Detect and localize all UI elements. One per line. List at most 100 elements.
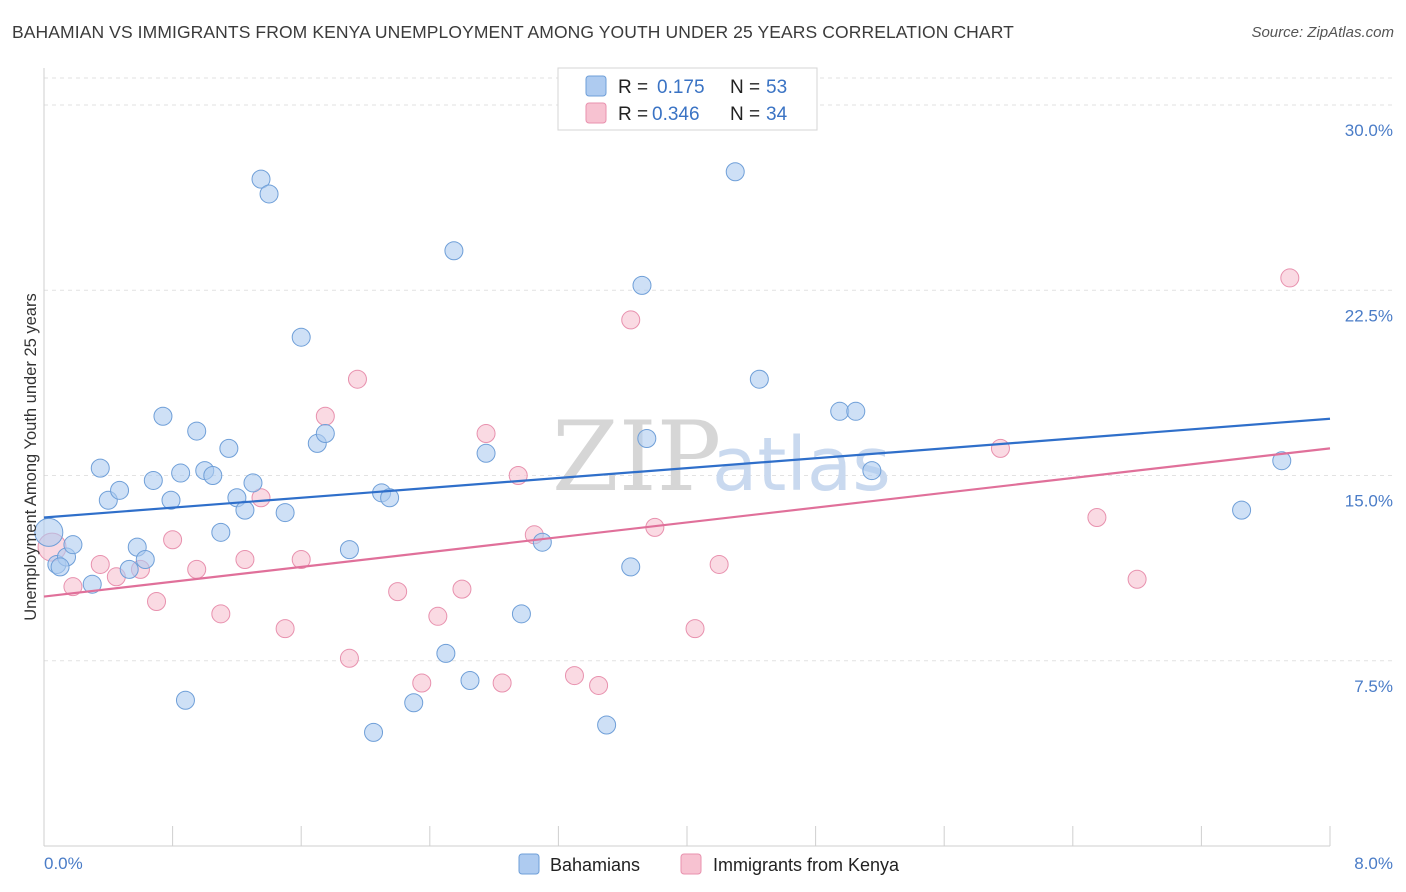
bahamians-point-36	[444, 241, 464, 261]
y-tick-label-0: 7.5%	[1354, 677, 1393, 696]
legend-swatch-blue	[585, 75, 607, 97]
kenya-point-31	[1087, 508, 1107, 528]
bahamians-point-38	[476, 443, 496, 463]
bahamians-point-20	[219, 438, 239, 458]
bahamians-point-14	[171, 463, 191, 483]
legend-r-label-blue: R =	[618, 77, 648, 98]
bahamians-point-19	[211, 522, 231, 542]
bahamians-point-47	[830, 401, 850, 421]
bahamians-point-48	[846, 401, 866, 421]
legend-bottom: Bahamians Immigrants from Kenya	[518, 853, 900, 875]
bahamians-point-52	[50, 557, 70, 577]
legend-bottom-swatch-kenya	[680, 853, 702, 875]
kenya-point-24	[564, 666, 584, 686]
bahamians-point-18	[203, 466, 223, 486]
legend-bottom-label-bahamians: Bahamians	[550, 855, 640, 875]
bahamians-point-50	[1232, 500, 1252, 520]
bahamians-point-42	[621, 557, 641, 577]
chart-title: BAHAMIAN VS IMMIGRANTS FROM KENYA UNEMPL…	[12, 22, 1014, 42]
bahamians-point-24	[251, 169, 271, 189]
y-tick-label-3: 30.0%	[1345, 121, 1393, 140]
legend-bottom-label-kenya: Immigrants from Kenya	[713, 855, 900, 875]
bahamians-point-46	[749, 369, 769, 389]
bahamians-point-23	[243, 473, 263, 493]
kenya-point-12	[291, 549, 311, 569]
bahamians-point-8	[119, 559, 139, 579]
bahamians-point-41	[597, 715, 617, 735]
bahamians-point-7	[110, 480, 130, 500]
kenya-point-2	[90, 554, 110, 574]
source-credit: Source: ZipAtlas.com	[1251, 24, 1394, 41]
kenya-point-18	[428, 606, 448, 626]
bahamians-point-26	[275, 503, 295, 523]
bahamians-point-31	[364, 722, 384, 742]
x-tick-label-max: 8.0%	[1354, 854, 1393, 873]
bahamians-point-33	[380, 488, 400, 508]
bahamians-point-25	[259, 184, 279, 204]
bahamians-point-44	[637, 428, 657, 448]
legend-n-value-pink: 34	[766, 104, 788, 125]
legend-r-label-pink: R =	[618, 104, 648, 125]
legend-n-value-blue: 53	[766, 77, 787, 98]
kenya-point-20	[476, 424, 496, 444]
bahamians-point-15	[175, 690, 195, 710]
kenya-point-6	[163, 530, 183, 550]
legend-bottom-swatch-bahamians	[518, 853, 540, 875]
kenya-point-25	[589, 675, 609, 695]
bahamians-point-35	[436, 643, 456, 663]
y-axis-label: Unemployment Among Youth under 25 years	[22, 293, 40, 620]
bahamians-point-16	[187, 421, 207, 441]
kenya-point-13	[315, 406, 335, 426]
bahamians-point-13	[161, 490, 181, 510]
kenya-point-1	[63, 577, 83, 597]
bahamians-point-40	[532, 532, 552, 552]
legend-n-label-pink: N =	[730, 104, 760, 125]
bahamians-point-39	[511, 604, 531, 624]
kenya-point-15	[347, 369, 367, 389]
y-tick-label-2: 22.5%	[1345, 306, 1393, 325]
bahamians-point-4	[82, 574, 102, 594]
bahamians-trend-line	[43, 417, 1331, 519]
bahamians-point-37	[460, 671, 480, 691]
bahamians-point-12	[153, 406, 173, 426]
kenya-point-33	[1280, 268, 1300, 288]
bahamians-point-0	[34, 517, 64, 547]
series-bahamians-points	[34, 162, 1292, 742]
kenya-point-8	[211, 604, 231, 624]
kenya-point-21	[492, 673, 512, 693]
y-ticks: 7.5% 15.0% 22.5% 30.0%	[1345, 121, 1393, 696]
bahamians-point-5	[90, 458, 110, 478]
kenya-point-19	[452, 579, 472, 599]
kenya-point-29	[709, 554, 729, 574]
bahamians-point-10	[135, 549, 155, 569]
kenya-point-9	[235, 549, 255, 569]
legend-r-value-pink: 0.346	[652, 104, 700, 125]
trend-lines	[43, 417, 1331, 598]
kenya-point-30	[990, 438, 1010, 458]
bahamians-point-3	[63, 535, 83, 555]
bahamians-point-22	[235, 500, 255, 520]
bahamians-point-45	[725, 162, 745, 182]
bahamians-point-29	[315, 424, 335, 444]
legend-r-value-blue: 0.175	[657, 77, 705, 98]
kenya-point-26	[621, 310, 641, 330]
kenya-point-11	[275, 619, 295, 639]
bahamians-point-11	[143, 470, 163, 490]
bahamians-point-43	[632, 275, 652, 295]
y-tick-label-1: 15.0%	[1345, 492, 1393, 511]
kenya-point-32	[1127, 569, 1147, 589]
kenya-point-14	[339, 648, 359, 668]
bahamians-point-34	[404, 693, 424, 713]
bahamians-point-51	[1272, 451, 1292, 471]
kenya-point-7	[187, 559, 207, 579]
bahamians-point-30	[339, 540, 359, 560]
kenya-point-28	[685, 619, 705, 639]
kenya-trend-line	[43, 447, 1331, 598]
watermark-zip: ZIP	[552, 401, 721, 513]
legend-n-label-blue: N =	[730, 77, 760, 98]
legend-top: R = 0.175 N = 53 R = 0.346 N = 34	[557, 67, 818, 131]
x-ticks	[43, 826, 1331, 846]
legend-swatch-pink	[585, 102, 607, 124]
bahamians-point-27	[291, 327, 311, 347]
